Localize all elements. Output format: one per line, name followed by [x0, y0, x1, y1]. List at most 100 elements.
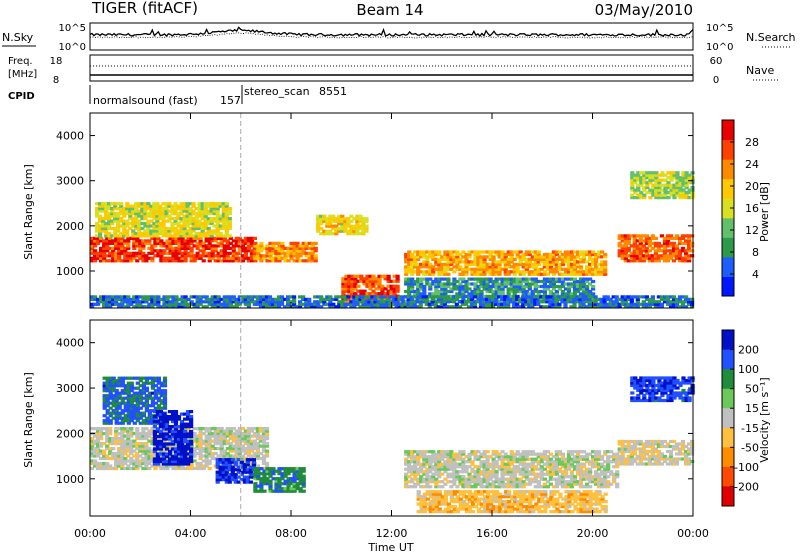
heatmap-cell: [234, 447, 239, 451]
heatmap-cell: [286, 295, 291, 299]
heatmap-cell: [386, 274, 391, 278]
heatmap-cell: [419, 250, 424, 254]
heatmap-cell: [451, 295, 456, 299]
heatmap-cell: [298, 249, 303, 253]
heatmap-cell: [224, 480, 229, 484]
heatmap-cell: [201, 454, 206, 458]
heatmap-cell: [182, 219, 187, 223]
heatmap-cell: [182, 209, 187, 213]
heatmap-cell: [215, 480, 220, 484]
heatmap-cell: [138, 302, 143, 306]
heatmap-cell: [307, 300, 312, 304]
heatmap-cell: [443, 255, 448, 259]
heatmap-cell: [533, 302, 538, 306]
heatmap-cell: [295, 246, 300, 250]
heatmap-cell: [644, 236, 649, 240]
heatmap-cell: [96, 439, 101, 443]
heatmap-cell: [261, 444, 267, 448]
heatmap-cell: [108, 251, 113, 255]
heatmap-cell: [677, 254, 683, 258]
heatmap-cell: [268, 256, 273, 260]
heatmap-cell: [635, 305, 640, 309]
heatmap-cell: [198, 442, 203, 446]
heatmap-cell: [415, 305, 420, 309]
heatmap-cell: [581, 257, 587, 261]
heatmap-cell: [347, 284, 352, 288]
heatmap-cell: [641, 254, 646, 258]
heatmap-cell: [243, 449, 248, 453]
heatmap-cell: [246, 241, 251, 245]
heatmap-cell: [512, 295, 517, 299]
heatmap-cell: [120, 302, 125, 306]
heatmap-cell: [240, 241, 245, 245]
heatmap-cell: [192, 454, 197, 458]
heatmap-cell: [578, 257, 584, 261]
heatmap-cell: [449, 289, 454, 294]
heatmap-cell: [189, 452, 194, 456]
heatmap-cell: [117, 396, 122, 400]
heatmap-cell: [156, 396, 161, 400]
heatmap-cell: [581, 270, 587, 274]
heatmap-cell: [132, 394, 137, 398]
heatmap-cell: [298, 246, 303, 250]
heatmap-cell: [233, 475, 238, 479]
heatmap-cell: [197, 221, 202, 226]
heatmap-cell: [234, 241, 239, 245]
heatmap-cell: [198, 427, 203, 431]
heatmap-cell: [209, 204, 214, 208]
heatmap-cell: [120, 461, 125, 466]
heatmap-cell: [147, 429, 152, 433]
heatmap-cell: [530, 302, 535, 306]
heatmap-cell: [572, 267, 578, 271]
heatmap-cell: [346, 229, 351, 233]
heatmap-cell: [138, 401, 143, 405]
heatmap-cell: [95, 209, 100, 213]
heatmap-cell: [93, 449, 98, 453]
heatmap-cell: [687, 256, 692, 260]
heatmap-cell: [138, 256, 143, 260]
heatmap-cell: [99, 236, 104, 240]
heatmap-cell: [587, 297, 592, 301]
heatmap-cell: [102, 381, 107, 385]
heatmap-cell: [337, 214, 342, 218]
heatmap-cell: [173, 219, 178, 223]
heatmap-cell: [602, 295, 607, 299]
heatmap-cell: [218, 231, 223, 236]
heatmap-cell: [144, 444, 149, 448]
heatmap-cell: [343, 224, 348, 228]
heatmap-cell: [350, 287, 355, 291]
heatmap-cell: [248, 468, 253, 472]
heatmap-cell: [125, 234, 130, 238]
heatmap-cell: [560, 277, 565, 281]
heatmap-cell: [114, 459, 119, 463]
heatmap-cell: [681, 176, 686, 180]
heatmap-cell: [231, 432, 236, 436]
heatmap-cell: [460, 302, 465, 306]
heatmap-cell: [102, 251, 107, 255]
heatmap-cell: [575, 265, 581, 269]
heatmap-cell: [623, 256, 628, 260]
heatmap-cell: [117, 259, 122, 263]
freq-tick-bottom: 8: [53, 75, 59, 86]
heatmap-cell: [228, 449, 233, 453]
heatmap-cell: [542, 292, 547, 296]
heatmap-cell: [632, 236, 637, 240]
heatmap-cell: [144, 401, 149, 405]
heatmap-cell: [536, 255, 541, 259]
heatmap-cell: [114, 434, 119, 438]
heatmap-cell: [518, 277, 523, 281]
heatmap-cell: [349, 300, 354, 304]
heatmap-cell: [527, 287, 532, 291]
heatmap-cell: [122, 212, 127, 216]
heatmap-cell: [197, 209, 202, 213]
heatmap-cell: [144, 421, 149, 425]
heatmap-cell: [614, 305, 619, 309]
heatmap-cell: [647, 256, 652, 260]
heatmap-cell: [120, 419, 125, 423]
heatmap-cell: [264, 464, 270, 468]
heatmap-cell: [221, 475, 226, 479]
heatmap-cell: [108, 295, 113, 299]
heatmap-cell: [286, 246, 291, 250]
heatmap-cell: [113, 229, 118, 233]
heatmap-cell: [150, 249, 155, 253]
